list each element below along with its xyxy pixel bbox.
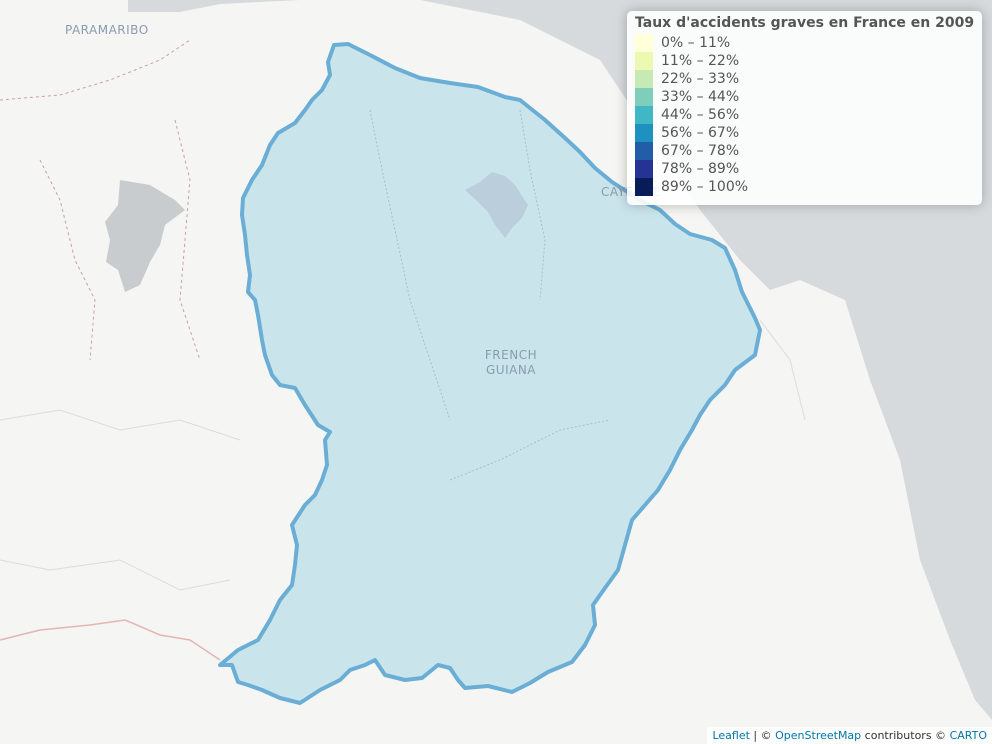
legend-swatch bbox=[635, 70, 653, 88]
legend-swatch bbox=[635, 178, 653, 196]
attribution-contributors: contributors © bbox=[861, 729, 950, 742]
legend-label: 56% – 67% bbox=[661, 125, 740, 141]
legend-swatch bbox=[635, 142, 653, 160]
leaflet-link[interactable]: Leaflet bbox=[712, 729, 750, 742]
legend-swatch bbox=[635, 124, 653, 142]
rivers bbox=[0, 319, 806, 591]
legend-label: 22% – 33% bbox=[661, 71, 740, 87]
label-french-guiana-line1: FRENCH bbox=[484, 348, 538, 362]
legend-item: 78% – 89% bbox=[635, 160, 974, 178]
lake bbox=[105, 180, 185, 292]
land-east-coast bbox=[825, 380, 858, 520]
inner-rivers bbox=[369, 109, 611, 481]
legend-label: 33% – 44% bbox=[661, 89, 740, 105]
attribution: Leaflet | © OpenStreetMap contributors ©… bbox=[707, 727, 992, 744]
legend-label: 0% – 11% bbox=[661, 35, 731, 51]
legend-item: 67% – 78% bbox=[635, 142, 974, 160]
legend-swatch bbox=[635, 52, 653, 70]
border-brazil bbox=[0, 619, 221, 661]
legend-item: 44% – 56% bbox=[635, 106, 974, 124]
legend: Taux d'accidents graves en France en 200… bbox=[627, 11, 982, 205]
legend-rows: 0% – 11% 11% – 22% 22% – 33% 33% – 44% 44% –… bbox=[635, 34, 974, 196]
legend-item: 56% – 67% bbox=[635, 124, 974, 142]
legend-swatch bbox=[635, 160, 653, 178]
legend-swatch bbox=[635, 106, 653, 124]
legend-item: 33% – 44% bbox=[635, 88, 974, 106]
legend-label: 89% – 100% bbox=[661, 179, 749, 195]
attribution-separator: | © bbox=[749, 729, 776, 742]
legend-label: 67% – 78% bbox=[661, 143, 740, 159]
region-french-guiana[interactable] bbox=[218, 42, 762, 705]
osm-link[interactable]: OpenStreetMap bbox=[775, 729, 862, 742]
legend-label: 11% – 22% bbox=[661, 53, 740, 69]
legend-item: 22% – 33% bbox=[635, 70, 974, 88]
legend-swatch bbox=[635, 88, 653, 106]
border-lines bbox=[0, 39, 201, 361]
label-french-guiana-line2: GUIANA bbox=[485, 363, 536, 377]
legend-item: 0% – 11% bbox=[635, 34, 974, 52]
legend-label: 44% – 56% bbox=[661, 107, 740, 123]
label-french-guiana: FRENCH GUIANA bbox=[476, 348, 546, 378]
reservoir bbox=[465, 172, 528, 238]
legend-swatch bbox=[635, 34, 653, 52]
label-paramaribo: PARAMARIBO bbox=[65, 23, 149, 37]
legend-item: 89% – 100% bbox=[635, 178, 974, 196]
legend-title: Taux d'accidents graves en France en 200… bbox=[635, 15, 975, 31]
carto-link[interactable]: CARTO bbox=[949, 729, 987, 742]
legend-item: 11% – 22% bbox=[635, 52, 974, 70]
legend-label: 78% – 89% bbox=[661, 161, 740, 177]
